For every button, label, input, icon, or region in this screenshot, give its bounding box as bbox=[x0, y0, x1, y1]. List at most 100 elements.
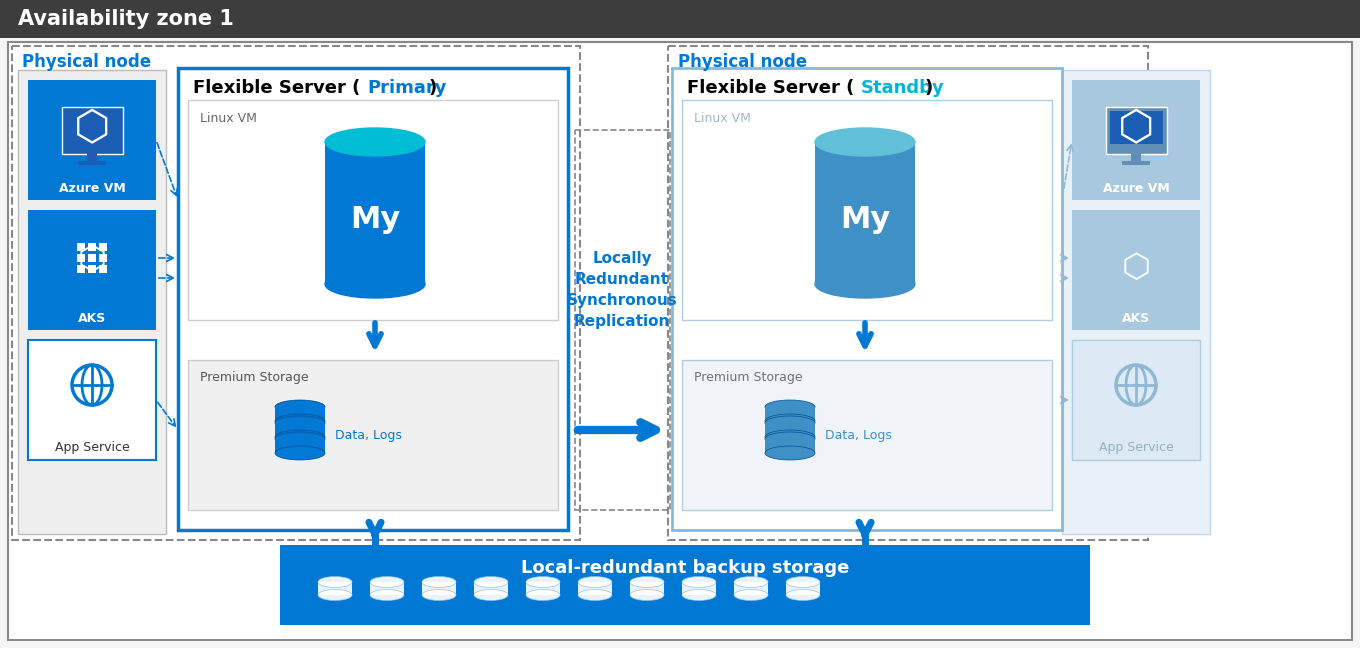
Ellipse shape bbox=[764, 414, 815, 428]
Ellipse shape bbox=[325, 128, 424, 156]
Text: App Service: App Service bbox=[1099, 441, 1174, 454]
Bar bbox=[88, 265, 97, 273]
Ellipse shape bbox=[325, 270, 424, 298]
Text: Availability zone 1: Availability zone 1 bbox=[18, 9, 234, 29]
Bar bbox=[764, 407, 815, 421]
Bar bbox=[99, 254, 107, 262]
Bar bbox=[18, 70, 166, 534]
Bar bbox=[681, 100, 1053, 320]
Text: Azure VM: Azure VM bbox=[1103, 181, 1170, 194]
Bar bbox=[78, 254, 84, 262]
Bar bbox=[12, 46, 579, 540]
Text: Locally
Redundant
Synchronous
Replication: Locally Redundant Synchronous Replicatio… bbox=[567, 251, 677, 329]
Bar bbox=[67, 111, 120, 144]
Bar bbox=[370, 582, 404, 595]
Text: ⬡: ⬡ bbox=[1122, 251, 1151, 284]
Bar bbox=[275, 407, 325, 421]
Bar bbox=[99, 243, 107, 251]
Text: Linux VM: Linux VM bbox=[694, 111, 751, 124]
Bar bbox=[275, 439, 325, 453]
Text: Local-redundant backup storage: Local-redundant backup storage bbox=[521, 559, 849, 577]
Bar bbox=[815, 142, 915, 284]
Bar bbox=[475, 582, 509, 595]
Bar bbox=[275, 423, 325, 437]
Bar bbox=[87, 153, 97, 161]
Bar bbox=[178, 68, 568, 530]
Bar bbox=[681, 360, 1053, 510]
Bar bbox=[1062, 70, 1210, 534]
Bar bbox=[786, 582, 820, 595]
Ellipse shape bbox=[275, 430, 325, 444]
Text: Flexible Server (: Flexible Server ( bbox=[193, 79, 360, 97]
Text: Premium Storage: Premium Storage bbox=[694, 371, 802, 384]
Text: AKS: AKS bbox=[78, 312, 106, 325]
Text: App Service: App Service bbox=[54, 441, 129, 454]
Text: Data, Logs: Data, Logs bbox=[826, 428, 892, 441]
Ellipse shape bbox=[734, 577, 768, 588]
Text: Standby: Standby bbox=[861, 79, 945, 97]
Ellipse shape bbox=[370, 590, 404, 601]
Ellipse shape bbox=[764, 446, 815, 460]
Ellipse shape bbox=[275, 432, 325, 446]
Ellipse shape bbox=[275, 414, 325, 428]
Bar bbox=[1072, 210, 1200, 330]
Bar bbox=[630, 582, 664, 595]
Ellipse shape bbox=[475, 577, 509, 588]
Bar bbox=[78, 161, 106, 165]
Bar bbox=[1132, 153, 1141, 161]
Ellipse shape bbox=[422, 577, 456, 588]
Ellipse shape bbox=[681, 590, 715, 601]
Text: Data, Logs: Data, Logs bbox=[335, 428, 401, 441]
Bar bbox=[681, 582, 715, 595]
Bar bbox=[764, 439, 815, 453]
Text: Flexible Server (: Flexible Server ( bbox=[687, 79, 854, 97]
Bar bbox=[526, 582, 560, 595]
Ellipse shape bbox=[275, 446, 325, 460]
Ellipse shape bbox=[578, 577, 612, 588]
Text: ): ) bbox=[923, 79, 932, 97]
Ellipse shape bbox=[815, 270, 915, 298]
Ellipse shape bbox=[526, 590, 560, 601]
Text: Physical node: Physical node bbox=[679, 53, 806, 71]
Bar bbox=[63, 107, 122, 154]
Ellipse shape bbox=[275, 416, 325, 430]
Bar bbox=[99, 265, 107, 273]
Bar bbox=[1072, 80, 1200, 200]
Ellipse shape bbox=[764, 432, 815, 446]
Text: Premium Storage: Premium Storage bbox=[200, 371, 309, 384]
Bar bbox=[668, 46, 1148, 540]
Ellipse shape bbox=[318, 590, 352, 601]
Bar bbox=[29, 340, 156, 460]
Bar bbox=[734, 582, 768, 595]
Ellipse shape bbox=[526, 577, 560, 588]
Bar bbox=[188, 100, 558, 320]
Bar bbox=[0, 0, 1360, 38]
Ellipse shape bbox=[681, 577, 715, 588]
Text: ⬡: ⬡ bbox=[78, 244, 106, 277]
Bar bbox=[280, 545, 1089, 625]
Text: ⬡: ⬡ bbox=[73, 107, 110, 149]
Bar bbox=[318, 582, 352, 595]
Ellipse shape bbox=[475, 590, 509, 601]
Ellipse shape bbox=[764, 400, 815, 414]
Bar bbox=[764, 423, 815, 437]
Ellipse shape bbox=[422, 590, 456, 601]
Bar bbox=[1110, 111, 1163, 144]
Bar bbox=[1106, 107, 1167, 154]
Bar bbox=[422, 582, 456, 595]
Text: My: My bbox=[350, 205, 400, 235]
Text: ): ) bbox=[428, 79, 437, 97]
Bar bbox=[1122, 161, 1151, 165]
Ellipse shape bbox=[275, 400, 325, 414]
Ellipse shape bbox=[578, 590, 612, 601]
Bar bbox=[78, 265, 84, 273]
Ellipse shape bbox=[764, 416, 815, 430]
Text: ⬡: ⬡ bbox=[1118, 107, 1155, 149]
Text: My: My bbox=[840, 205, 891, 235]
Ellipse shape bbox=[318, 577, 352, 588]
Ellipse shape bbox=[764, 430, 815, 444]
Text: Azure VM: Azure VM bbox=[58, 181, 125, 194]
Ellipse shape bbox=[734, 590, 768, 601]
Bar bbox=[29, 210, 156, 330]
Text: AKS: AKS bbox=[1122, 312, 1151, 325]
